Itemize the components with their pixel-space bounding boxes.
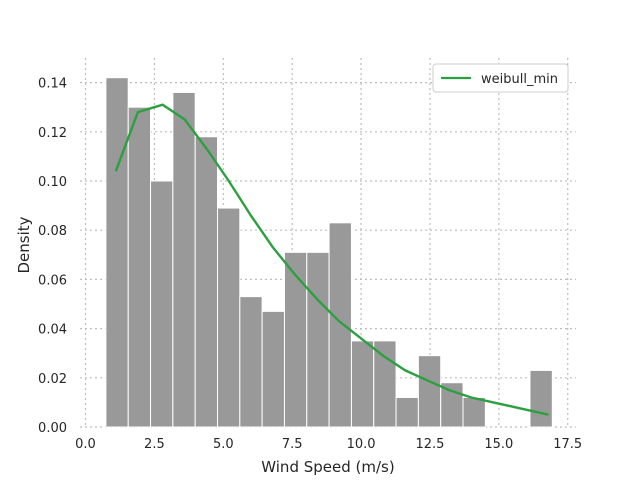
- x-tick-label: 15.0: [484, 437, 513, 452]
- y-tick-labels: 0.00 0.02 0.04 0.06 0.08 0.10 0.12 0.14: [38, 77, 67, 436]
- y-tick-label: 0.06: [38, 273, 67, 288]
- x-tick-label: 7.5: [282, 437, 303, 452]
- y-axis-label: Density: [15, 216, 33, 273]
- histogram-bar: [306, 251, 330, 428]
- histogram-bar: [239, 296, 263, 428]
- legend-box: [432, 63, 569, 93]
- x-tick-label: 12.5: [415, 437, 444, 452]
- x-tick-label: 10.0: [347, 437, 376, 452]
- histogram-bar: [462, 396, 486, 428]
- histogram-bars: [105, 77, 553, 428]
- x-axis-label: Wind Speed (m/s): [261, 458, 394, 476]
- y-tick-label: 0.14: [38, 77, 67, 92]
- histogram-bar: [150, 180, 174, 428]
- histogram-bar: [417, 355, 442, 428]
- x-tick-label: 2.5: [144, 437, 165, 452]
- histogram-bar: [127, 106, 152, 428]
- y-tick-label: 0.08: [38, 224, 67, 239]
- histogram-bar: [350, 340, 375, 428]
- histogram-bar: [529, 369, 553, 428]
- series-lines: [114, 103, 549, 416]
- histogram-bar: [217, 207, 241, 428]
- x-tick-label: 5.0: [213, 437, 234, 452]
- histogram-bar: [283, 251, 308, 428]
- histogram-bar: [172, 91, 196, 428]
- histogram-bar: [261, 310, 285, 428]
- series-line-weibull-min: [114, 103, 549, 416]
- histogram-bar: [194, 136, 219, 428]
- histogram-bar: [105, 77, 129, 428]
- histogram-bar: [395, 396, 419, 428]
- y-tick-label: 0.04: [38, 323, 67, 338]
- y-tick-label: 0.00: [38, 421, 67, 436]
- histogram-bar: [328, 222, 352, 428]
- x-tick-label: 0.0: [75, 437, 96, 452]
- y-tick-label: 0.10: [38, 175, 67, 190]
- legend-label-weibull-min: weibull_min: [481, 72, 558, 87]
- x-tick-labels: 0.0 2.5 5.0 7.5 10.0 12.5 15.0 17.5: [75, 437, 582, 452]
- legend: weibull_min: [432, 63, 569, 93]
- histogram-bar: [373, 340, 397, 428]
- y-tick-label: 0.12: [38, 126, 67, 141]
- histogram-bar: [440, 382, 464, 428]
- grid: [80, 58, 576, 428]
- x-tick-label: 17.5: [553, 437, 582, 452]
- y-tick-label: 0.02: [38, 372, 67, 387]
